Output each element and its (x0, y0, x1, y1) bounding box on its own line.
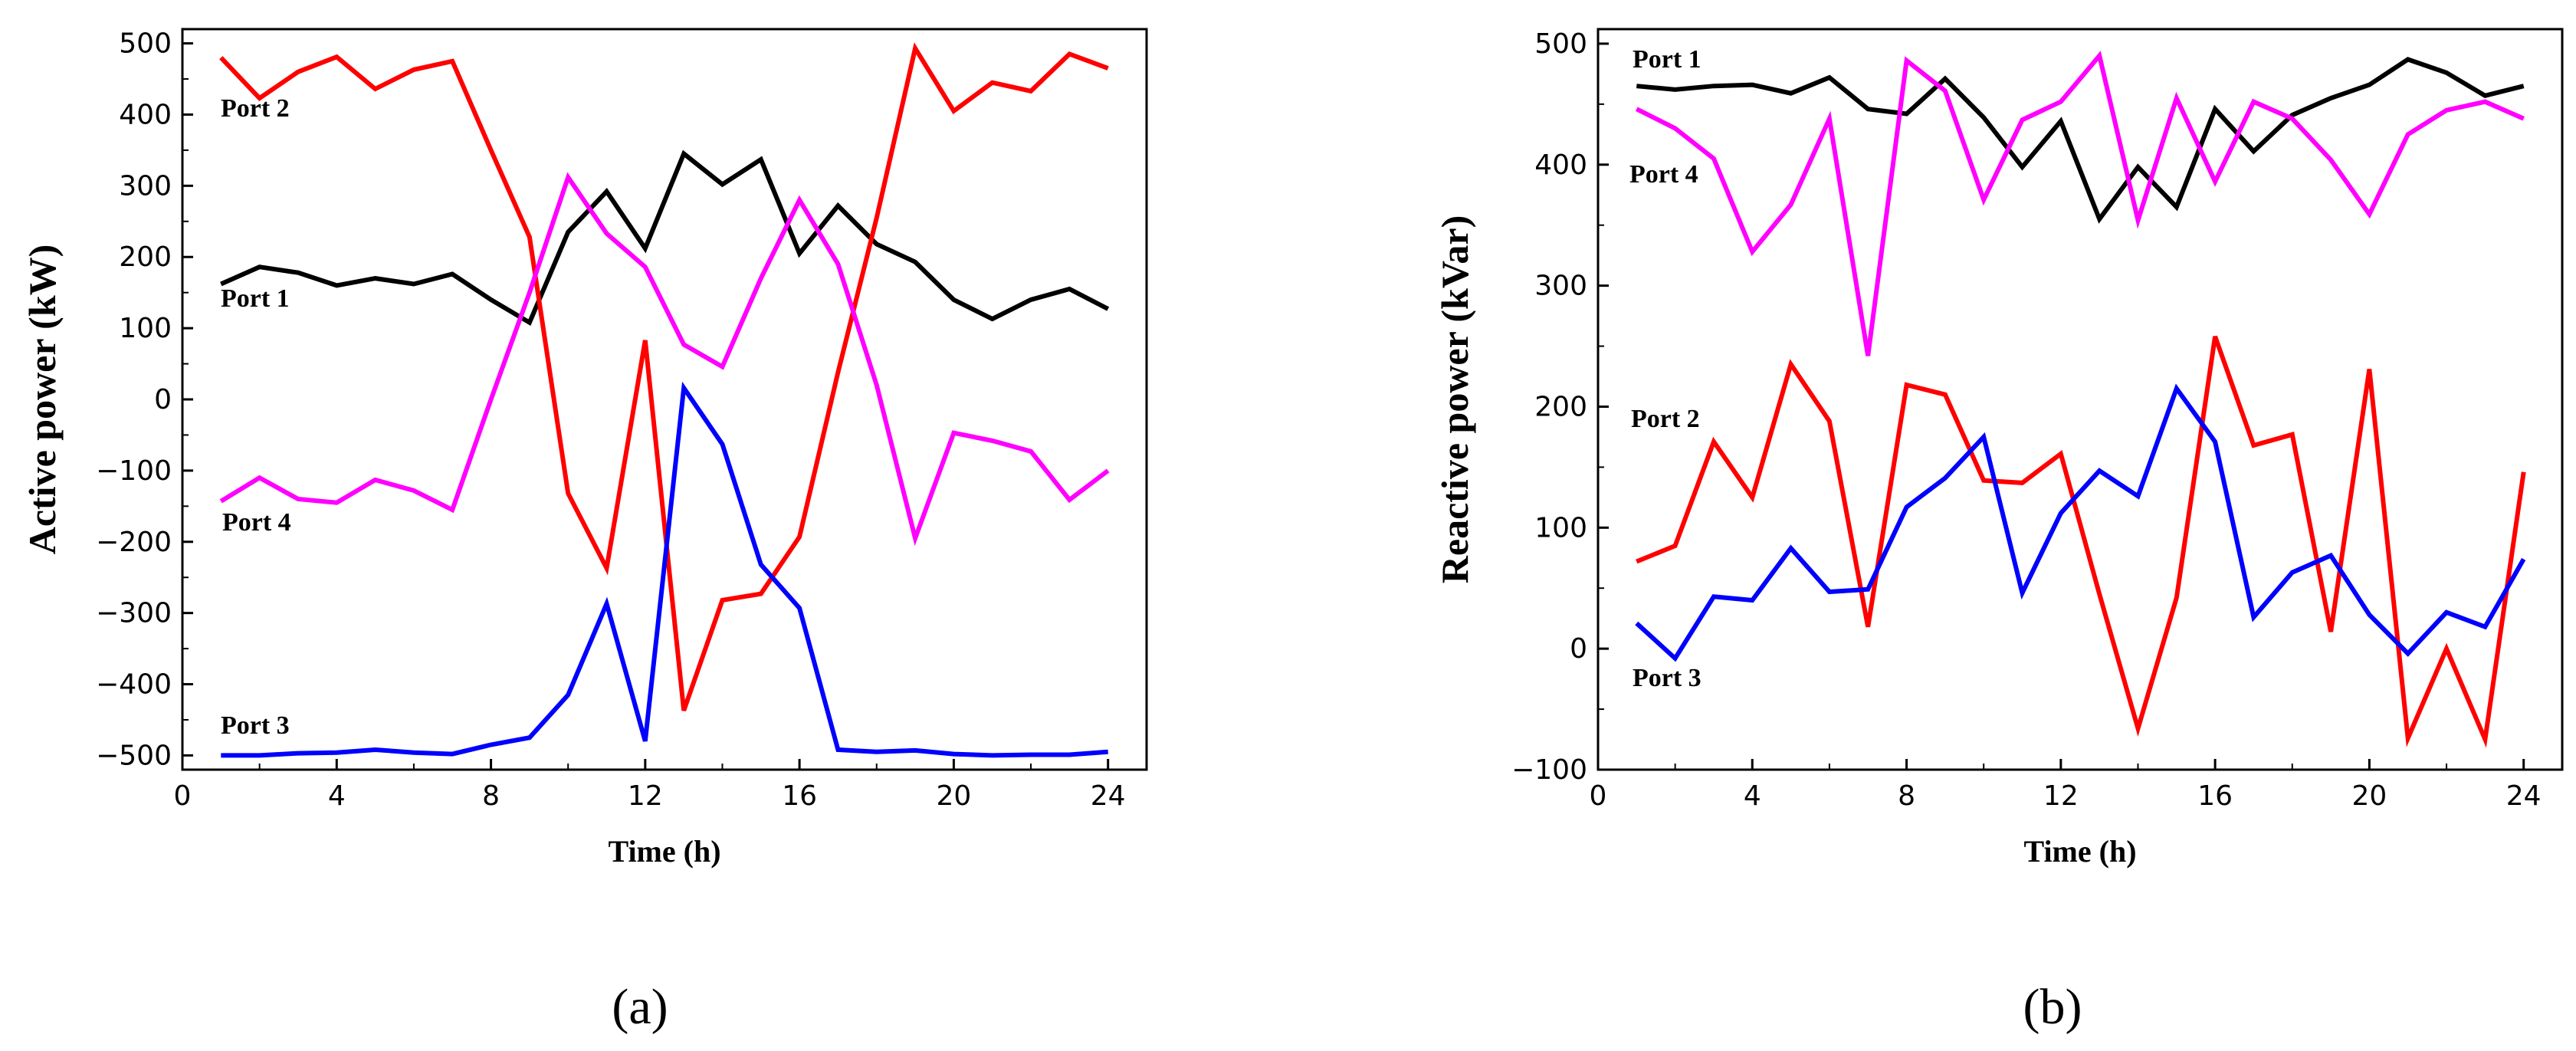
series-line-port-4 (219, 172, 1110, 547)
y-tick-label: 400 (1534, 149, 1587, 181)
series-label-port-3: Port 3 (221, 711, 290, 740)
series-label-port-1: Port 1 (1633, 45, 1701, 74)
x-tick-label: 0 (174, 780, 192, 812)
x-tick-label: 24 (1091, 780, 1126, 812)
x-tick-label: 4 (1744, 780, 1761, 812)
y-tick-label: 0 (1570, 633, 1587, 665)
series-label-port-1: Port 1 (221, 284, 290, 313)
panel-a-label: (a) (612, 979, 668, 1035)
x-tick-label: 8 (482, 780, 500, 812)
y-tick-label: 0 (154, 384, 172, 415)
y-tick-label: 200 (1534, 391, 1587, 422)
y-tick-label: −400 (96, 669, 172, 701)
x-tick-label: 4 (328, 780, 346, 812)
y-tick-label: −100 (96, 455, 172, 487)
x-tick-label: 12 (2043, 780, 2079, 812)
x-tick-label: 12 (628, 780, 663, 812)
y-tick-label: 300 (1534, 271, 1587, 302)
x-tick-label: 24 (2506, 780, 2542, 812)
x-tick-label: 16 (2197, 780, 2233, 812)
panel-a-y-axis-title: Active power (kW) (21, 245, 64, 555)
x-tick-label: 16 (782, 780, 817, 812)
series-label-port-4: Port 4 (1629, 160, 1698, 189)
series-line-port-1 (220, 149, 1110, 327)
series-line-port-4 (1635, 51, 2525, 356)
x-tick-label: 20 (2351, 780, 2387, 812)
series-label-port-2: Port 2 (1631, 405, 1700, 433)
y-tick-label: 100 (119, 313, 172, 344)
series-line-port-2 (219, 42, 1109, 711)
series-label-port-3: Port 3 (1633, 664, 1701, 692)
x-tick-label: 20 (936, 780, 971, 812)
y-tick-label: 400 (119, 99, 172, 130)
y-tick-label: −500 (96, 740, 172, 771)
y-tick-label: 300 (119, 170, 172, 202)
series-line-port-3 (1635, 383, 2526, 662)
panel-a-chart: 0 4 8 12 16 20 24 −500 −400 −300 −200 −100 0 100 200 30… (21, 28, 1148, 1035)
y-tick-label: −100 (1511, 754, 1587, 786)
series-line-port-3 (221, 381, 1108, 758)
x-tick-label: 0 (1590, 780, 1607, 812)
panel-b-plot-frame (1596, 28, 2564, 771)
y-tick-label: 500 (1534, 28, 1587, 60)
y-tick-label: 500 (119, 28, 172, 60)
y-tick-label: 200 (119, 241, 172, 273)
panel-b-x-axis-title: Time (h) (2023, 834, 2136, 869)
series-line-port-1 (1636, 57, 2525, 224)
panel-b-label: (b) (2023, 979, 2082, 1035)
panel-a-x-axis-title: Time (h) (608, 834, 720, 869)
y-tick-label: −200 (96, 527, 172, 558)
x-tick-label: 8 (1898, 780, 1915, 812)
panel-a-plot-frame (181, 28, 1148, 771)
panel-b-y-axis-title: Reactive power (kVar) (1433, 215, 1476, 583)
series-label-port-2: Port 2 (221, 94, 290, 123)
y-tick-label: 100 (1534, 512, 1587, 544)
series-line-port-2 (1636, 335, 2526, 748)
y-tick-label: −300 (96, 598, 172, 629)
series-label-port-4: Port 4 (222, 508, 291, 537)
